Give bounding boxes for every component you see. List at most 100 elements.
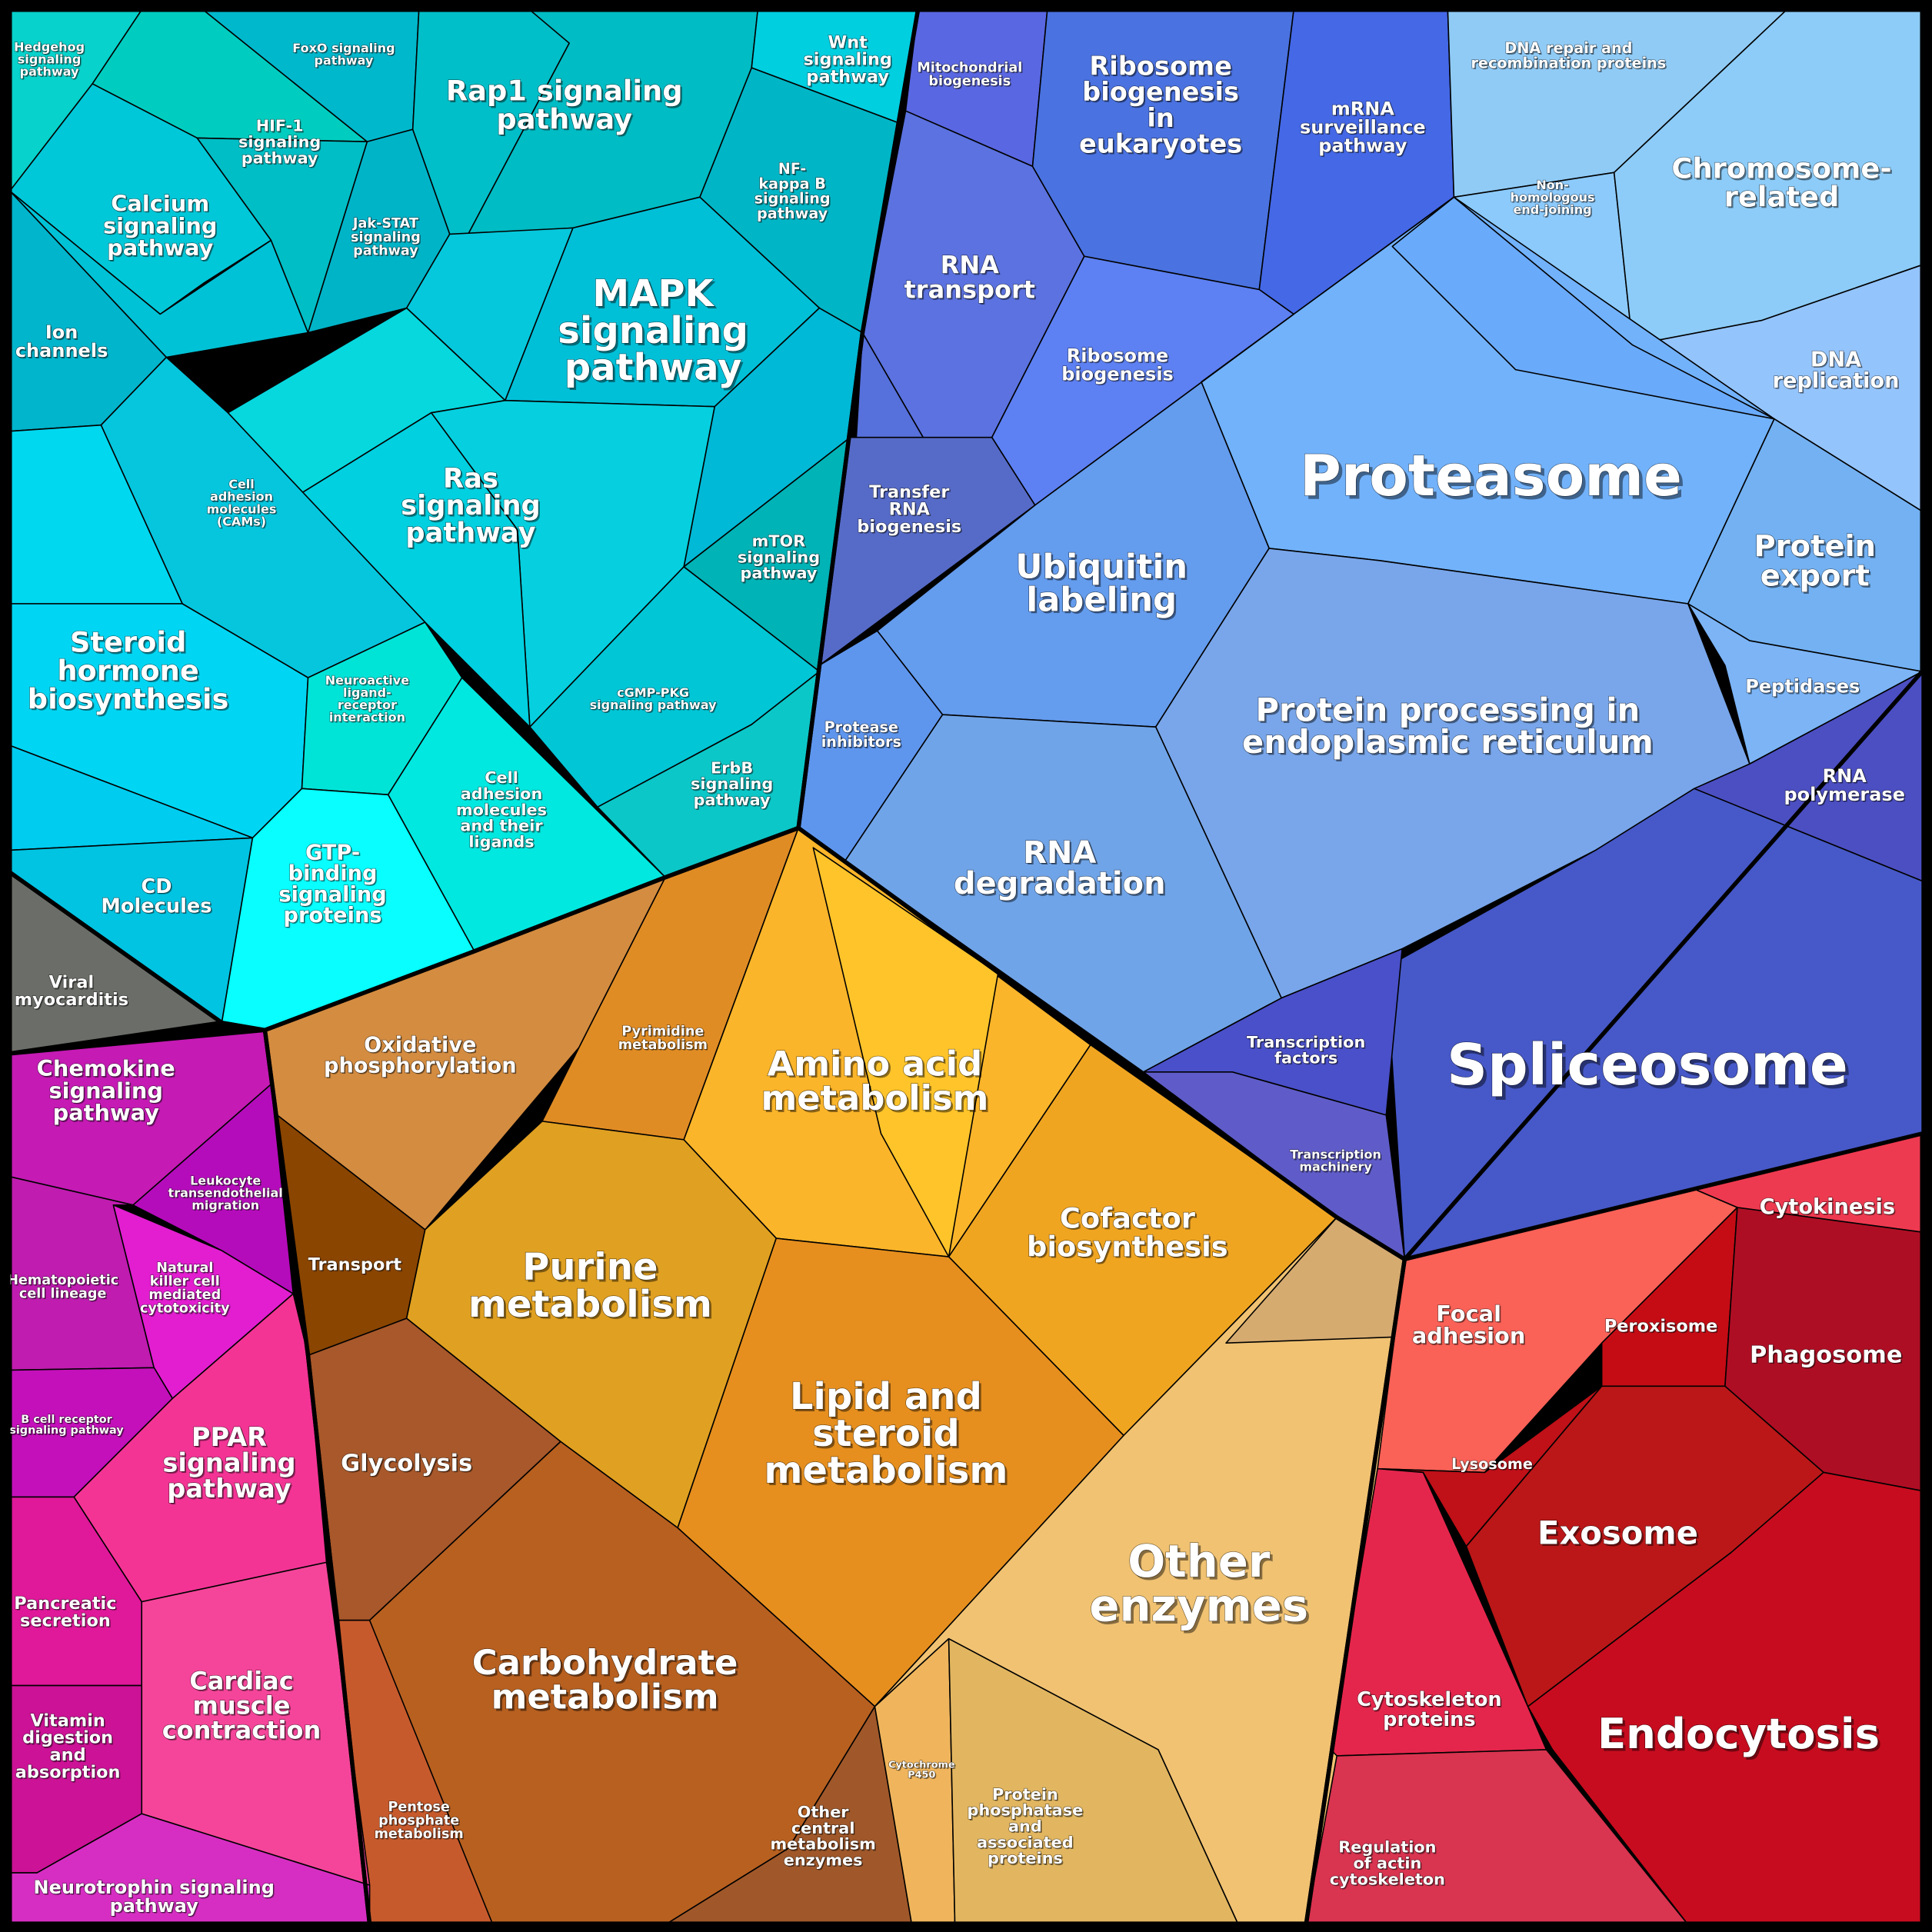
category-label-shadow: Natural killer cell mediated cytotoxicity [142, 1261, 232, 1317]
category-label-shadow: GTP-binding signaling proteins [280, 842, 388, 929]
category-label: Amino acid metabolism [761, 1043, 988, 1118]
category-label-shadow: Cytoskeleton proteins [1358, 1690, 1504, 1733]
category-label: CD Molecules [101, 875, 212, 918]
category-label-shadow: Cytokinesis [1760, 1197, 1896, 1221]
category-label: Cytoskeleton proteins [1357, 1688, 1502, 1731]
category-label-shadow: CD Molecules [102, 876, 213, 919]
category-label-shadow: Cofactor biosynthesis [1028, 1204, 1230, 1265]
cells-layer [9, 9, 1923, 1926]
category-label-shadow: Pentose phosphate metabolism [375, 1800, 465, 1843]
category-label-shadow: Pancreatic secretion [15, 1595, 118, 1632]
category-label: Chromosome-related [1671, 152, 1891, 214]
category-label-shadow: mTOR signaling pathway [738, 533, 821, 584]
category-label: Pentose phosphate metabolism [375, 1800, 464, 1842]
category-label-shadow: Cardiac muscle contraction [164, 1667, 323, 1746]
category-label: Cell adhesion molecules (CAMs) [207, 477, 277, 528]
category-label: Jak-STAT signaling pathway [351, 216, 421, 258]
category-label-shadow: Cytochrome P450 [890, 1760, 957, 1782]
category-label: mTOR signaling pathway [738, 532, 820, 583]
category-label-shadow: RNA degradation [955, 837, 1168, 903]
category-label-shadow: Amino acid metabolism [763, 1045, 991, 1121]
category-label: Cofactor biosynthesis [1027, 1202, 1228, 1264]
category-label-shadow: Leukocyte transendothelial migration [169, 1174, 284, 1214]
category-label: Chemokine signaling pathway [37, 1055, 175, 1126]
category-label: Exosome [1537, 1514, 1698, 1552]
category-label: ErbB signaling pathway [691, 758, 773, 809]
category-label: B cell receptor signaling pathway [9, 1414, 124, 1437]
category-label: MAPK signaling pathway [558, 272, 748, 389]
category-label-shadow: Lysosome [1453, 1457, 1534, 1474]
category-label: Natural killer cell mediated cytotoxicity [140, 1261, 230, 1317]
category-label-shadow: Wnt signaling pathway [804, 34, 893, 88]
category-label: Carbohydrate metabolism [472, 1642, 738, 1717]
category-label: Cytokinesis [1760, 1195, 1895, 1219]
category-label: Steroid hormone biosynthesis [28, 626, 229, 716]
category-label: Protein export [1754, 529, 1877, 593]
category-label-shadow: DNA replication [1774, 349, 1900, 394]
category-label: PPAR signaling pathway [162, 1422, 295, 1504]
category-label-shadow: Purine metabolism [471, 1248, 715, 1328]
category-label: Neurotrophin signaling pathway [34, 1877, 275, 1917]
category-label-shadow: Transport [309, 1256, 403, 1276]
category-label-shadow: Glycolysis [342, 1451, 474, 1478]
category-label-shadow: RNA polymerase [1785, 766, 1907, 806]
category-label: Cardiac muscle contraction [162, 1666, 321, 1744]
category-label: Ribosome biogenesis [1061, 345, 1174, 385]
category-label-shadow: Hedgehog signaling pathway [15, 41, 86, 80]
category-label: FoxO signaling pathway [292, 41, 395, 68]
category-label-shadow: Oxidative phosphorylation [325, 1034, 518, 1079]
category-label-shadow: Hematopoietic cell lineage [8, 1274, 120, 1303]
category-label-shadow: Neuroactive ligand-receptor interaction [326, 675, 410, 726]
category-label-shadow: Chromosome-related [1674, 154, 1894, 215]
category-label-shadow: Ribosome biogenesis in eukaryotes [1081, 53, 1244, 161]
category-label-shadow: Rap1 signaling pathway [448, 76, 685, 138]
category-label: Regulation of actin cytoskeleton [1330, 1838, 1445, 1889]
category-label: Transfer RNA biogenesis [857, 482, 961, 537]
category-label-shadow: Protease inhibitors [822, 720, 902, 752]
category-label: mRNA surveillance pathway [1300, 98, 1426, 156]
category-label-shadow: ErbB signaling pathway [692, 760, 774, 811]
category-label-shadow: Ubiquitin labeling [1018, 550, 1190, 621]
category-label-shadow: Phagosome [1751, 1343, 1904, 1370]
category-label: Other central metabolism enzymes [770, 1803, 875, 1869]
category-label-shadow: Pyrimidine metabolism [619, 1025, 708, 1054]
category-label: Ion channels [15, 321, 108, 361]
category-label-shadow: Peptidases [1747, 677, 1861, 698]
category-label-shadow: Protein processing in endoplasmic reticul… [1244, 693, 1656, 763]
category-label: Protein processing in endoplasmic reticul… [1242, 691, 1654, 761]
category-label: Protein phosphatase and associated proteins [968, 1785, 1084, 1867]
cell-trna [818, 436, 1036, 666]
category-label: GTP-binding signaling proteins [278, 841, 386, 928]
category-label: Mitochondrial biogenesis [917, 60, 1022, 89]
category-label-shadow: Steroid hormone biosynthesis [29, 628, 231, 718]
category-label-shadow: Transfer RNA biogenesis [858, 484, 963, 538]
category-label-shadow: Other enzymes [1092, 1537, 1311, 1634]
category-label: Phagosome [1750, 1341, 1903, 1368]
category-label: Hedgehog signaling pathway [14, 39, 85, 78]
category-label: HIF-1 signaling pathway [238, 117, 321, 168]
category-label: Ribosome biogenesis in eukaryotes [1079, 51, 1242, 158]
category-label-shadow: Mitochondrial biogenesis [918, 62, 1024, 91]
category-label: Cytochrome P450 [888, 1760, 955, 1781]
category-label-shadow: Cell adhesion molecules and their ligands [458, 770, 548, 852]
category-label-shadow: Ribosome biogenesis [1063, 346, 1175, 386]
category-label: Ubiquitin labeling [1015, 548, 1188, 619]
category-label: Protease inhibitors [821, 718, 901, 751]
category-label: Transport [308, 1255, 402, 1275]
category-label: RNA transport [904, 251, 1035, 305]
category-label: Proteasome [1300, 444, 1682, 509]
category-label: Other enzymes [1089, 1535, 1308, 1632]
category-label: Ras signaling pathway [401, 463, 541, 548]
category-label: cGMP-PKG signaling pathway [590, 685, 718, 712]
category-label: Pyrimidine metabolism [618, 1024, 708, 1053]
cell-proteasome-b [1391, 196, 1775, 420]
category-label: Peptidases [1745, 676, 1860, 698]
category-label-shadow: Protein phosphatase and associated proteins [968, 1786, 1084, 1868]
category-label: Endocytosis [1597, 1709, 1880, 1758]
category-label-shadow: Vitamin digestion and absorption [16, 1712, 122, 1784]
category-label: Non-homologous end-joining [1511, 178, 1595, 217]
category-label: DNA repair and recombination proteins [1471, 39, 1666, 72]
category-label: Rap1 signaling pathway [446, 75, 683, 136]
